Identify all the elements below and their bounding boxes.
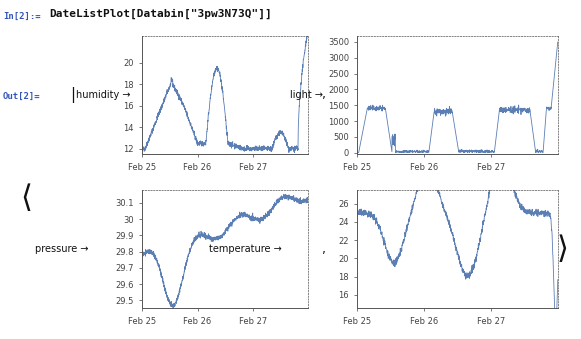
Text: pressure →: pressure → <box>35 244 88 254</box>
Text: DateListPlot[Databin["3pw3N73Q"]]: DateListPlot[Databin["3pw3N73Q"]] <box>49 8 272 19</box>
Text: In[2]:=: In[2]:= <box>3 12 41 21</box>
Text: temperature →: temperature → <box>209 244 282 254</box>
Text: humidity →: humidity → <box>76 90 130 100</box>
Text: |: | <box>70 87 75 103</box>
Text: ⟩: ⟩ <box>557 235 568 264</box>
Text: Out[2]=: Out[2]= <box>3 92 41 101</box>
Text: ⟨: ⟨ <box>20 184 32 213</box>
Text: ,: , <box>322 243 327 256</box>
Text: ,: , <box>322 88 327 101</box>
Text: light →: light → <box>290 90 324 100</box>
